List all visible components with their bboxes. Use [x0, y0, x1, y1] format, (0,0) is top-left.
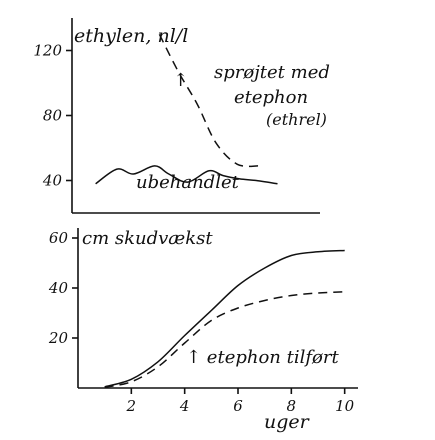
bottom-y-ticks: 20 40 60 [48, 229, 78, 347]
bottom-y-tick-label: 60 [49, 229, 69, 247]
etephon-annotation: ↑ etephon tilført [186, 347, 339, 368]
bottom-series-group [104, 249, 345, 389]
top-y-tick-label: 120 [33, 42, 62, 60]
bottom-y-tick-label: 20 [48, 329, 69, 347]
dashed-series-label-line2: etephon [234, 87, 308, 108]
ethylene-untreated-line [95, 165, 278, 185]
x-axis-label: uger [264, 411, 311, 433]
ethylene-chart: 40 80 120 ethylen, nl/l sprøjtet med eteph… [33, 18, 330, 214]
bottom-x-tick-label: 8 [287, 397, 297, 415]
bottom-y-tick-label: 40 [48, 279, 69, 297]
bottom-x-tick-label: 2 [126, 397, 137, 415]
top-y-ticks: 40 80 120 [33, 42, 72, 190]
ethylene-sprayed-line [158, 33, 259, 168]
top-y-tick-label: 40 [42, 172, 63, 190]
bottom-y-axis-label: cm skudvækst [82, 228, 213, 249]
bottom-x-tick-label: 10 [335, 397, 355, 415]
dashed-series-label-line1: sprøjtet med [214, 62, 330, 83]
dashed-series-label-line3: (ethrel) [266, 110, 327, 129]
top-series-group [95, 33, 278, 185]
shoot-growth-chart: 20 40 60 2 4 6 8 10 cm skudvækst ↑ etephon til… [48, 228, 358, 433]
bottom-x-tick-label: 4 [179, 397, 190, 415]
bottom-x-ticks: 2 4 6 8 10 [126, 388, 355, 415]
top-y-axis-label: ethylen, nl/l [74, 25, 188, 47]
bottom-x-tick-label: 6 [233, 397, 243, 415]
top-y-tick-label: 80 [43, 107, 63, 125]
growth-etephon-line [104, 291, 345, 389]
solid-series-label: ubehandlet [136, 172, 240, 193]
top-arrow-annotation: ↑ [173, 70, 188, 91]
growth-untreated-line [104, 249, 345, 388]
